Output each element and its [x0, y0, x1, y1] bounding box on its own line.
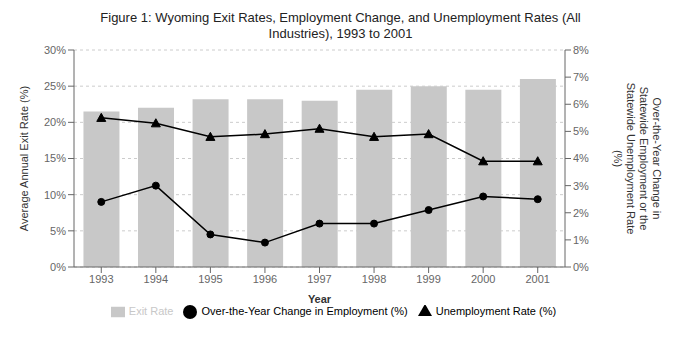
svg-text:2000: 2000	[471, 273, 495, 285]
html-text:Industries), 1993 to 2001: Industries), 1993 to 2001	[268, 26, 413, 41]
svg-text:1998: 1998	[362, 273, 386, 285]
svg-text:Average Annual Exit Rate (%): Average Annual Exit Rate (%)	[18, 86, 30, 231]
html-text:Unemployment Rate (%): Unemployment Rate (%)	[435, 305, 557, 317]
svg-text:25%: 25%	[44, 80, 66, 92]
svg-text:4%: 4%	[573, 152, 589, 164]
svg-text:1999: 1999	[416, 273, 440, 285]
svg-text:3%: 3%	[573, 180, 589, 192]
html-text:Exit Rate: Exit Rate	[128, 305, 174, 317]
svg-text:15%: 15%	[44, 152, 66, 164]
svg-text:1996: 1996	[253, 273, 277, 285]
svg-text:Over-the-Year Change in: Over-the-Year Change in	[651, 98, 663, 220]
html-text:Over-the-Year Change in Employ: Over-the-Year Change in Employment (%)	[201, 305, 408, 317]
svg-text:Statewide Unemployment Rate: Statewide Unemployment Rate	[625, 83, 637, 235]
svg-text:0%: 0%	[573, 261, 589, 273]
svg-text:0%: 0%	[50, 261, 66, 273]
svg-text:30%: 30%	[44, 44, 66, 56]
svg-text:5%: 5%	[50, 225, 66, 237]
svg-text:1%: 1%	[573, 234, 589, 246]
svg-text:6%: 6%	[573, 98, 589, 110]
html-text:Figure 1: Wyoming Exit Rates,: Figure 1: Wyoming Exit Rates, Employment…	[100, 10, 581, 25]
svg-text:2001: 2001	[525, 273, 549, 285]
svg-text:20%: 20%	[44, 116, 66, 128]
svg-text:Statewide Employment or the: Statewide Employment or the	[638, 87, 650, 231]
svg-text:1993: 1993	[89, 273, 113, 285]
svg-text:5%: 5%	[573, 125, 589, 137]
svg-text:7%: 7%	[573, 71, 589, 83]
svg-text:1997: 1997	[307, 273, 331, 285]
svg-text:(%): (%)	[612, 150, 624, 167]
svg-text:2%: 2%	[573, 207, 589, 219]
svg-text:1994: 1994	[144, 273, 168, 285]
svg-text:10%: 10%	[44, 189, 66, 201]
svg-text:8%: 8%	[573, 44, 589, 56]
svg-text:1995: 1995	[198, 273, 222, 285]
svg-text:Year: Year	[308, 293, 332, 305]
